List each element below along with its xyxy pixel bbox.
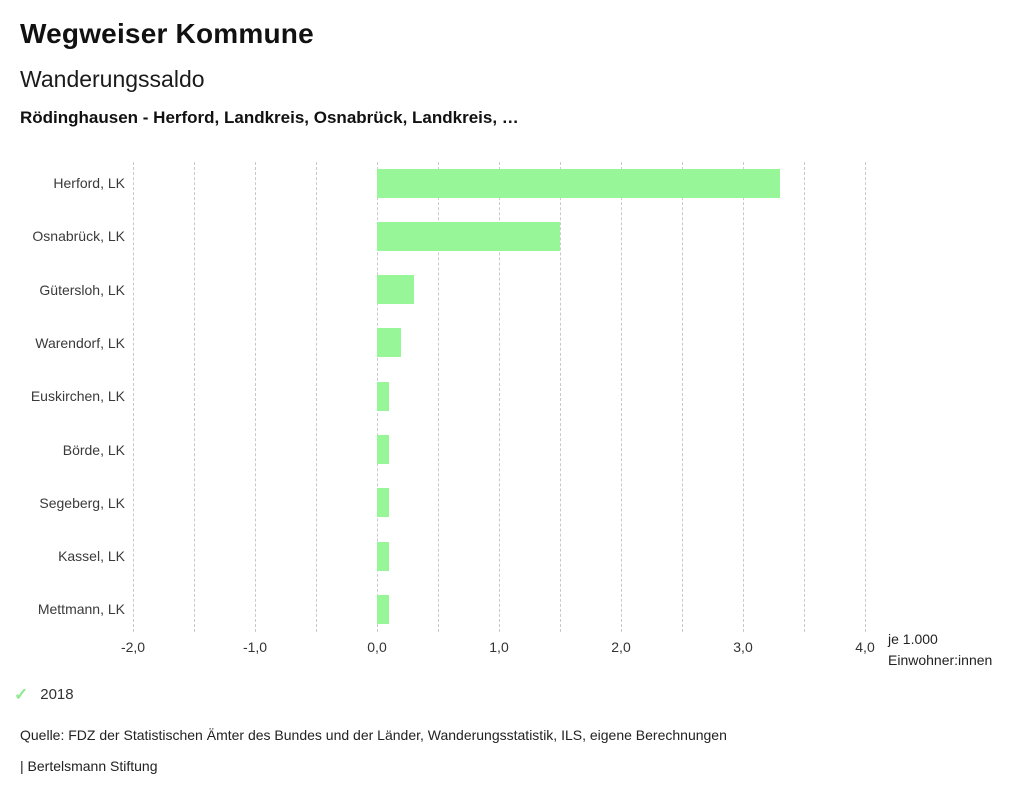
bar-segeberg-lk[interactable] [377, 488, 390, 518]
bar-herford-lk[interactable] [377, 168, 780, 198]
category-label: Herford, LK [53, 175, 125, 191]
x-tick-label: 2,0 [611, 639, 631, 655]
gridline [499, 162, 500, 632]
bar-gütersloh-lk[interactable] [377, 275, 414, 305]
gridline [682, 162, 683, 632]
axis-unit-label: je 1.000 Einwohner:innen [888, 629, 992, 671]
category-label: Börde, LK [62, 441, 125, 458]
category-label: Kassel, LK [58, 548, 125, 565]
axis-unit-line2: Einwohner:innen [888, 652, 993, 668]
header: Wegweiser Kommune Wanderungssaldo Röding… [20, 18, 519, 128]
gridline [194, 162, 195, 632]
x-tick-label: 4,0 [855, 639, 875, 655]
category-label: Mettmann, LK [37, 601, 125, 618]
x-tick-label: -2,0 [120, 639, 146, 655]
gridline [438, 162, 439, 632]
bar-börde-lk[interactable] [377, 435, 390, 464]
x-tick-label: 3,0 [733, 639, 753, 655]
attribution-text: | Bertelsmann Stiftung [20, 758, 158, 774]
gridline [133, 162, 134, 632]
legend-year-label: 2018 [40, 686, 74, 703]
gridline [255, 162, 256, 632]
gridline [621, 162, 622, 632]
x-tick-label: 0,0 [367, 639, 387, 655]
bar-osnabrück-lk[interactable] [377, 221, 560, 251]
category-label: Euskirchen, LK [30, 388, 125, 405]
category-label: Osnabrück, LK [32, 228, 125, 245]
category-label: Warendorf, LK [35, 334, 125, 351]
chart-subtitle: Rödinghausen - Herford, Landkreis, Osnab… [20, 108, 519, 127]
bar-kassel-lk[interactable] [377, 541, 390, 571]
axis-unit-line1: je 1.000 [888, 631, 938, 647]
category-label: Gütersloh, LK [39, 281, 125, 298]
chart-title: Wanderungssaldo [20, 66, 205, 92]
x-tick-label: 1,0 [489, 639, 509, 655]
bar-mettmann-lk[interactable] [377, 594, 390, 624]
source-text: Quelle: FDZ der Statistischen Ämter des … [20, 727, 727, 743]
check-icon: ✓ [14, 685, 29, 704]
bar-euskirchen-lk[interactable] [377, 381, 390, 411]
app-title: Wegweiser Kommune [20, 18, 314, 49]
gridline [560, 162, 561, 632]
x-tick-label: -1,0 [242, 639, 268, 655]
legend-item-2018[interactable]: ✓ 2018 [14, 686, 74, 703]
gridline [804, 162, 805, 632]
category-label: Segeberg, LK [39, 494, 125, 511]
gridline [316, 162, 317, 632]
bar-warendorf-lk[interactable] [377, 328, 402, 358]
gridline [865, 162, 866, 632]
gridline [743, 162, 744, 632]
